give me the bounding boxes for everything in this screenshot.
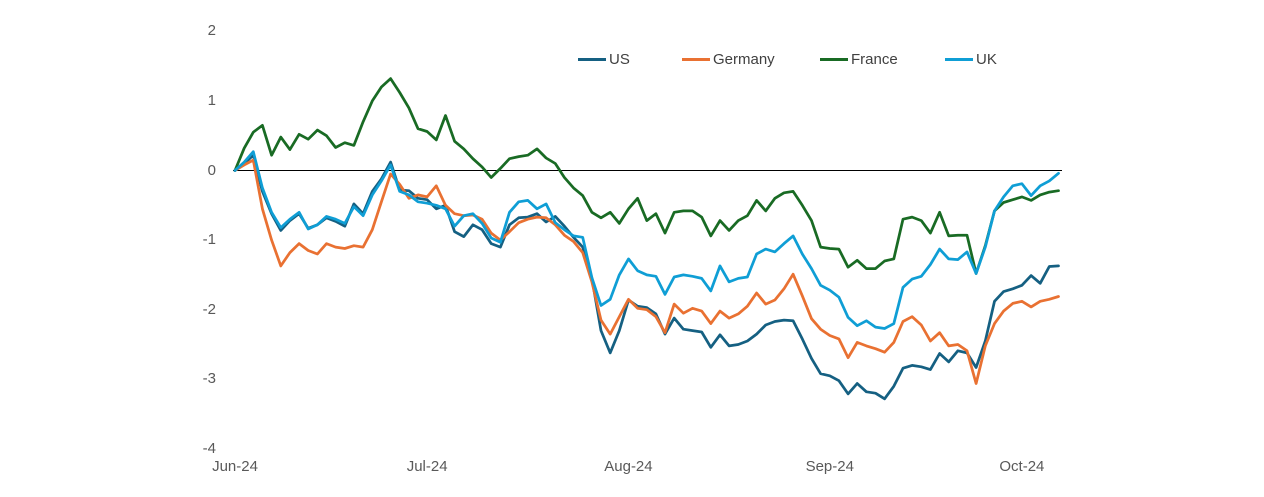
legend-label-germany: Germany bbox=[713, 51, 775, 68]
x-tick-label: Jul-24 bbox=[406, 458, 448, 475]
y-tick-label: -4 bbox=[202, 439, 216, 457]
x-tick-label: Oct-24 bbox=[999, 458, 1045, 475]
y-tick-label: 2 bbox=[207, 22, 216, 40]
series-line-us bbox=[233, 153, 1060, 401]
legend-swatch-us bbox=[578, 58, 606, 61]
legend-label-france: France bbox=[851, 51, 898, 68]
y-tick-label: 0 bbox=[207, 161, 216, 179]
series-line-germany bbox=[233, 158, 1060, 385]
y-tick-label: -3 bbox=[202, 370, 216, 388]
legend-swatch-uk bbox=[945, 58, 973, 61]
series-line-france bbox=[233, 77, 1060, 275]
legend-item-us: US bbox=[578, 51, 630, 68]
legend-item-france: France bbox=[820, 51, 898, 68]
legend-swatch-germany bbox=[682, 58, 710, 61]
legend-item-uk: UK bbox=[945, 51, 997, 68]
y-tick-label: -2 bbox=[202, 300, 216, 318]
legend-swatch-france bbox=[820, 58, 848, 61]
x-tick-label: Sep-24 bbox=[805, 458, 854, 475]
y-tick-label: 1 bbox=[207, 91, 216, 109]
legend-label-us: US bbox=[609, 51, 630, 68]
legend-label-uk: UK bbox=[976, 51, 997, 68]
series-line-uk bbox=[233, 150, 1060, 330]
x-tick-label: Jun-24 bbox=[212, 458, 258, 475]
x-tick-label: Aug-24 bbox=[604, 458, 653, 475]
legend-item-germany: Germany bbox=[682, 51, 775, 68]
y-tick-label: -1 bbox=[202, 231, 216, 249]
